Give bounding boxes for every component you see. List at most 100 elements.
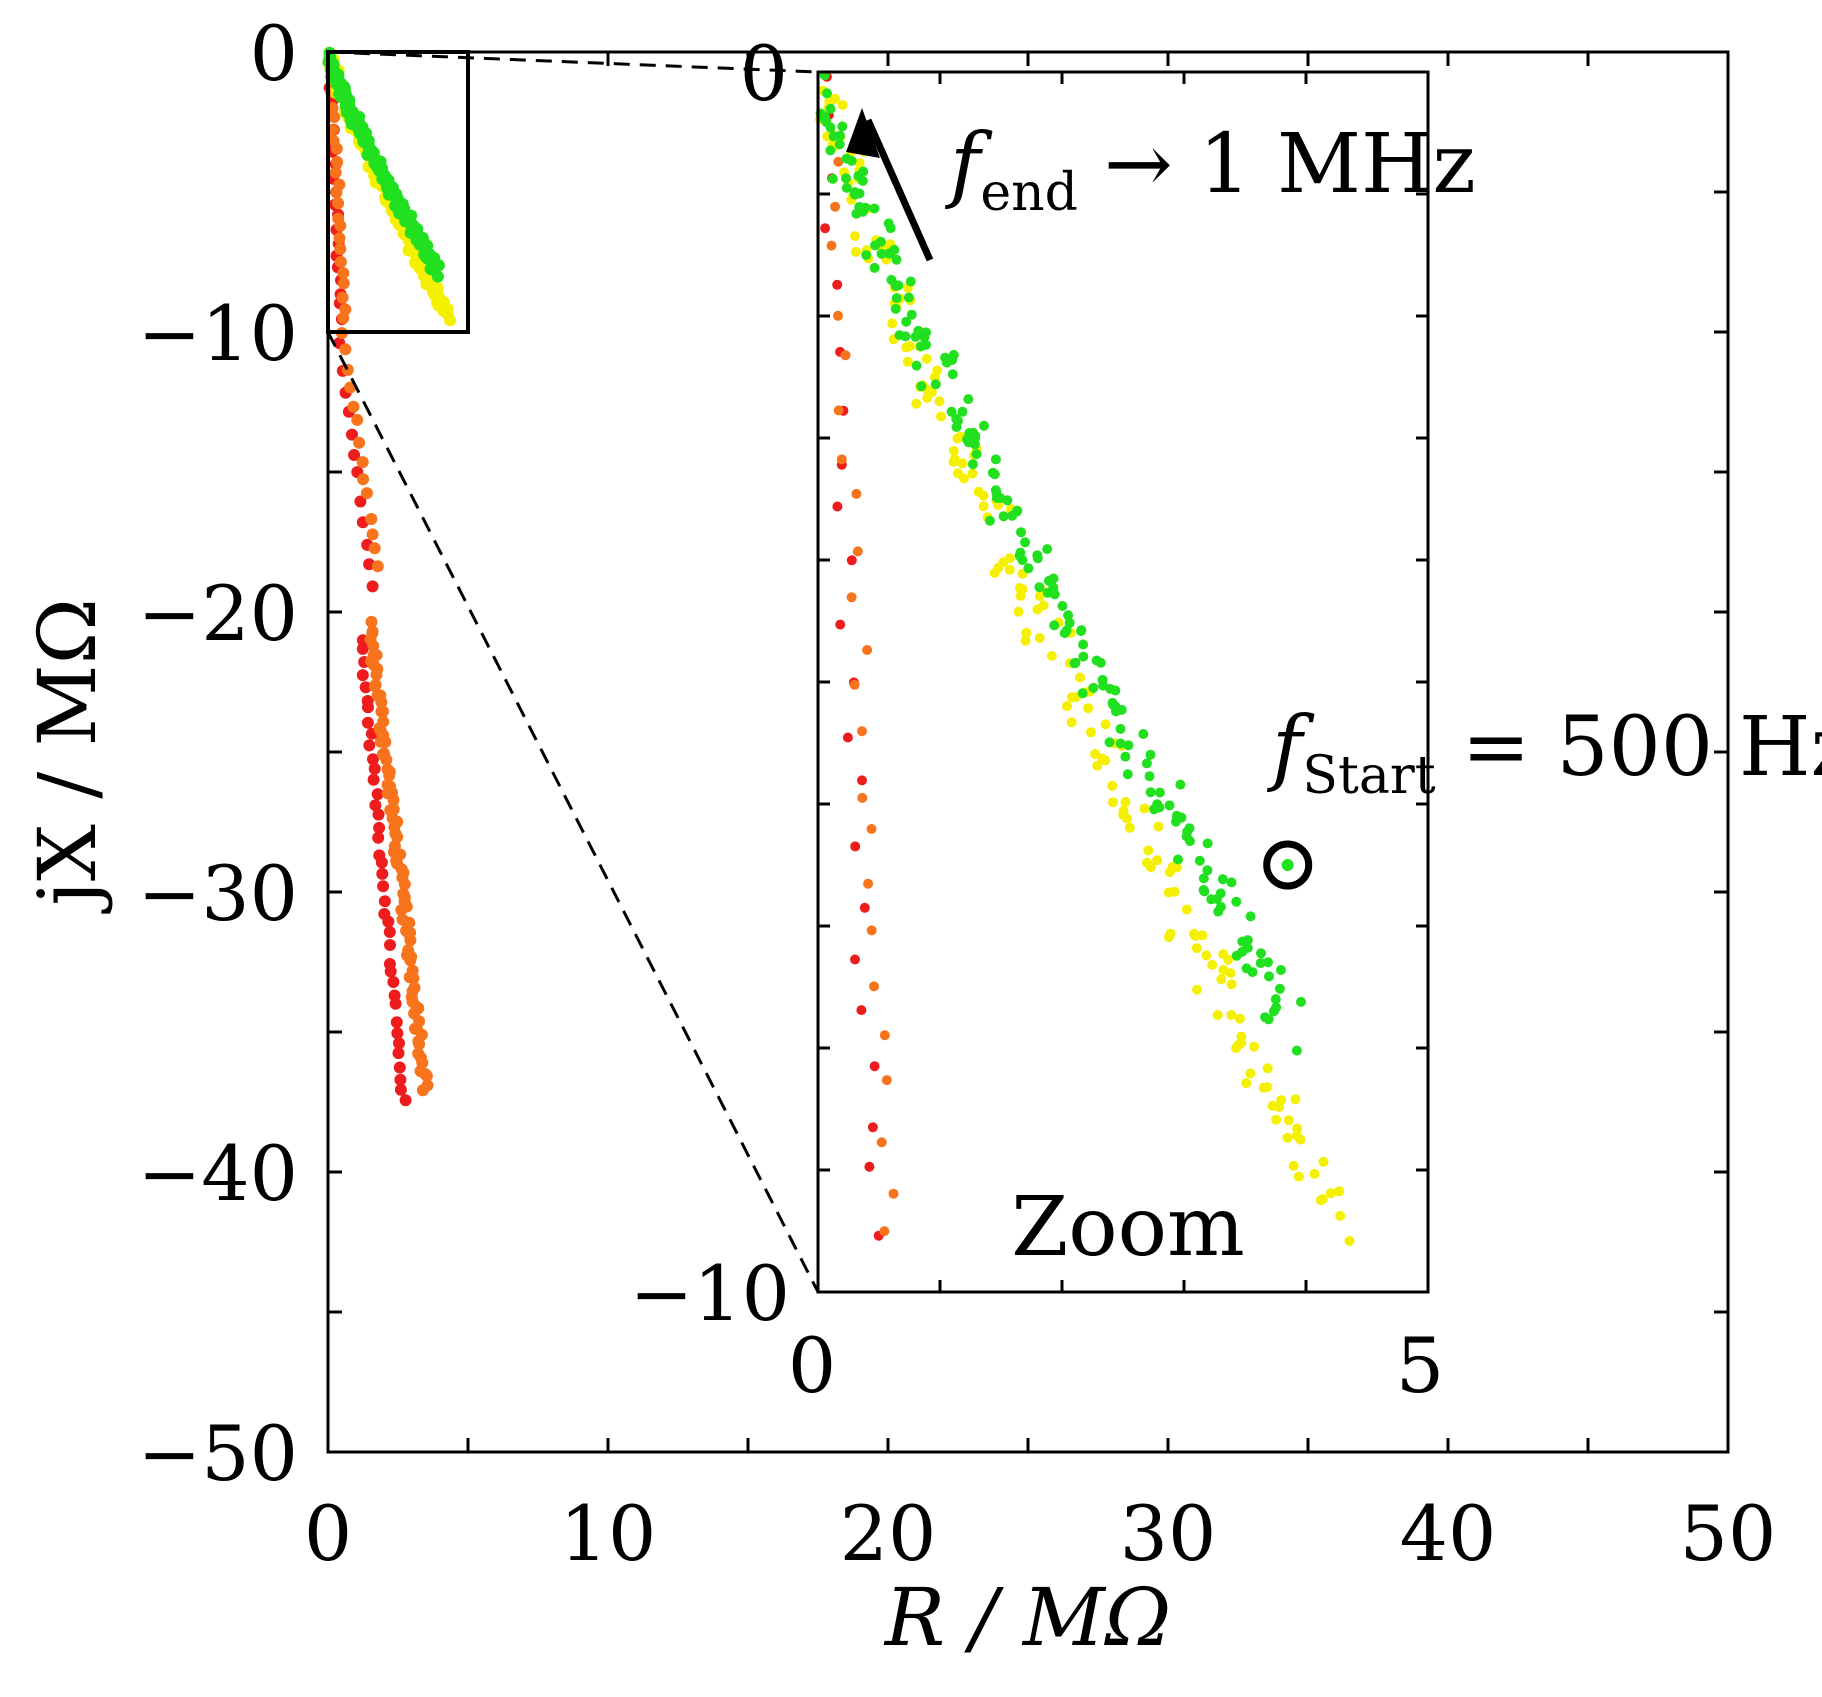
inset-yellow-point <box>1139 803 1150 814</box>
orange-point <box>333 232 346 245</box>
inset-y-tick-label: 0 <box>740 29 788 118</box>
orange-point <box>380 753 393 766</box>
inset-green-point <box>1141 758 1152 769</box>
inset-green-point <box>901 316 912 327</box>
y-tick-label: −50 <box>138 1409 298 1498</box>
inset-green-point <box>1088 682 1099 693</box>
inset-yellow-point <box>1290 1094 1301 1105</box>
red-point <box>375 856 388 869</box>
inset-green-point <box>963 437 974 448</box>
orange-point <box>379 736 392 748</box>
inset-green-point <box>834 139 845 150</box>
red-point <box>371 788 384 801</box>
inset-green-point <box>1077 688 1088 699</box>
inset-green-point <box>890 303 901 314</box>
inset-orange-point <box>840 350 851 361</box>
yellow-point <box>444 314 456 327</box>
inset-yellow-point <box>1021 628 1032 638</box>
inset-green-point <box>1048 573 1059 584</box>
inset-green-point <box>948 349 959 360</box>
inset-yellow-point <box>949 454 960 465</box>
inset-yellow-point <box>1100 755 1111 766</box>
inset-red-point <box>850 954 860 965</box>
inset-yellow-point <box>1163 932 1174 943</box>
inset-yellow-point <box>957 458 968 469</box>
inset-yellow-point <box>1315 1195 1326 1206</box>
inset-green-point <box>919 332 930 343</box>
inset-green-point <box>1110 706 1121 717</box>
orange-point <box>365 513 378 525</box>
orange-point <box>369 678 382 691</box>
inset-points <box>814 70 1355 1246</box>
inset-green-point <box>970 430 981 441</box>
inset-red-point <box>859 902 870 913</box>
inset-yellow-point <box>1066 717 1077 728</box>
inset-green-point <box>1175 779 1186 790</box>
inset-yellow-point <box>1271 1114 1282 1125</box>
inset-green-point <box>891 254 902 265</box>
inset-green-point <box>947 369 958 380</box>
inset-green-point <box>952 415 963 426</box>
inset-red-point <box>864 1161 875 1172</box>
inset-yellow-point <box>1216 974 1227 985</box>
inset-yellow-point <box>1083 703 1094 714</box>
inset-yellow-point <box>1241 1078 1252 1089</box>
inset-yellow-point <box>1334 1186 1345 1197</box>
red-point <box>389 997 402 1010</box>
inset-green-point <box>1231 896 1242 907</box>
x-tick-label: 0 <box>304 1489 352 1578</box>
inset-yellow-point <box>1152 855 1163 866</box>
inset-green-point <box>1115 738 1126 749</box>
inset-green-point <box>1020 537 1031 548</box>
y-axis-label: jX / MΩ <box>21 598 114 914</box>
inset-green-point <box>979 420 989 431</box>
inset-yellow-point <box>922 393 933 403</box>
red-point <box>378 895 391 908</box>
inset-green-point <box>1274 983 1285 994</box>
orange-point <box>339 343 352 356</box>
orange-point <box>334 243 347 255</box>
main-points <box>322 46 456 1107</box>
red-point <box>376 867 389 880</box>
red-point <box>390 1016 403 1029</box>
orange-point <box>366 528 379 541</box>
inset-yellow-point <box>1293 1171 1304 1182</box>
inset-yellow-point <box>1207 959 1218 970</box>
green-point <box>432 259 445 272</box>
red-point <box>372 831 385 844</box>
red-point <box>359 681 372 694</box>
x-tick-label: 20 <box>840 1489 937 1578</box>
end-frequency-arrow <box>864 118 934 262</box>
orange-point <box>391 831 404 843</box>
inset-green-point <box>1255 958 1266 969</box>
inset-green-point <box>1069 658 1080 669</box>
orange-point <box>365 615 378 628</box>
inset-green-point <box>841 182 852 193</box>
inset-green-point <box>1264 971 1274 982</box>
inset-red-point <box>850 841 861 852</box>
inset-green-point <box>1270 994 1281 1005</box>
inset-green-point <box>1115 723 1126 734</box>
red-point <box>377 880 390 893</box>
inset-green-point <box>825 145 836 156</box>
inset-zoom-label: Zoom <box>1011 1180 1244 1275</box>
inset-orange-point <box>866 925 877 936</box>
inset-yellow-point <box>1245 1068 1256 1079</box>
inset-green-point <box>876 248 887 259</box>
inset-green-point <box>885 223 896 234</box>
inset-red-point <box>867 1122 878 1133</box>
red-point <box>392 1047 405 1060</box>
inset-green-point <box>1098 680 1109 691</box>
inset-green-point <box>869 262 880 273</box>
inset-green-point <box>1291 1045 1302 1056</box>
inset-green-point <box>916 381 927 392</box>
orange-point <box>337 267 350 280</box>
orange-point <box>418 1067 431 1080</box>
red-point <box>354 495 367 508</box>
inset-green-point <box>1154 787 1165 798</box>
inset-yellow-point <box>1234 1013 1245 1024</box>
inset-green-point <box>1144 771 1155 782</box>
orange-point <box>356 456 369 469</box>
inset-yellow-point <box>1167 861 1178 872</box>
